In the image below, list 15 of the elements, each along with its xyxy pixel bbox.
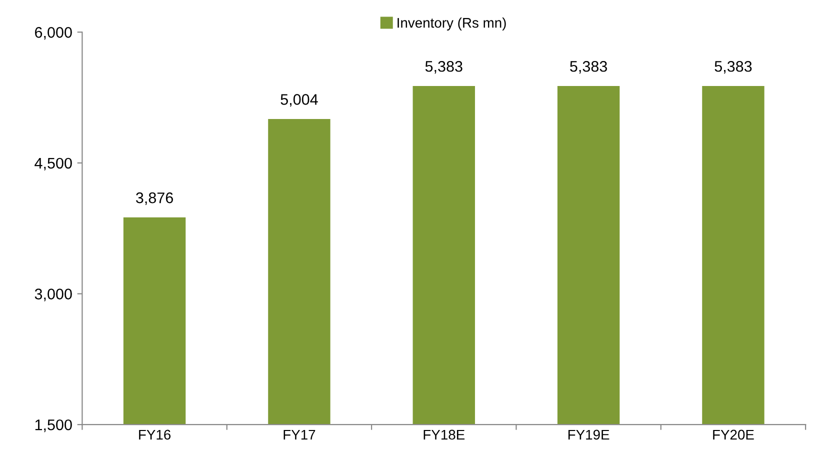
x-tick-label: FY19E	[568, 430, 610, 440]
data-label: 5,383	[714, 60, 752, 74]
legend-label: Inventory (Rs mn)	[398, 18, 506, 30]
data-label: 5,383	[425, 60, 462, 74]
data-label: 3,876	[136, 192, 173, 206]
y-tick-label: 1,500	[35, 419, 72, 432]
y-tick-label: 3,000	[34, 288, 72, 302]
y-tick-label: 4,500	[34, 158, 72, 170]
x-tick-label: FY16	[139, 430, 171, 440]
y-tick-label: 6,000	[35, 27, 72, 40]
x-tick-label: FY20E	[713, 430, 754, 440]
x-tick-label: FY17	[284, 430, 316, 440]
x-tick-label: FY18E	[424, 430, 465, 440]
data-label: 5,004	[280, 94, 318, 107]
data-label: 5,383	[570, 60, 607, 74]
